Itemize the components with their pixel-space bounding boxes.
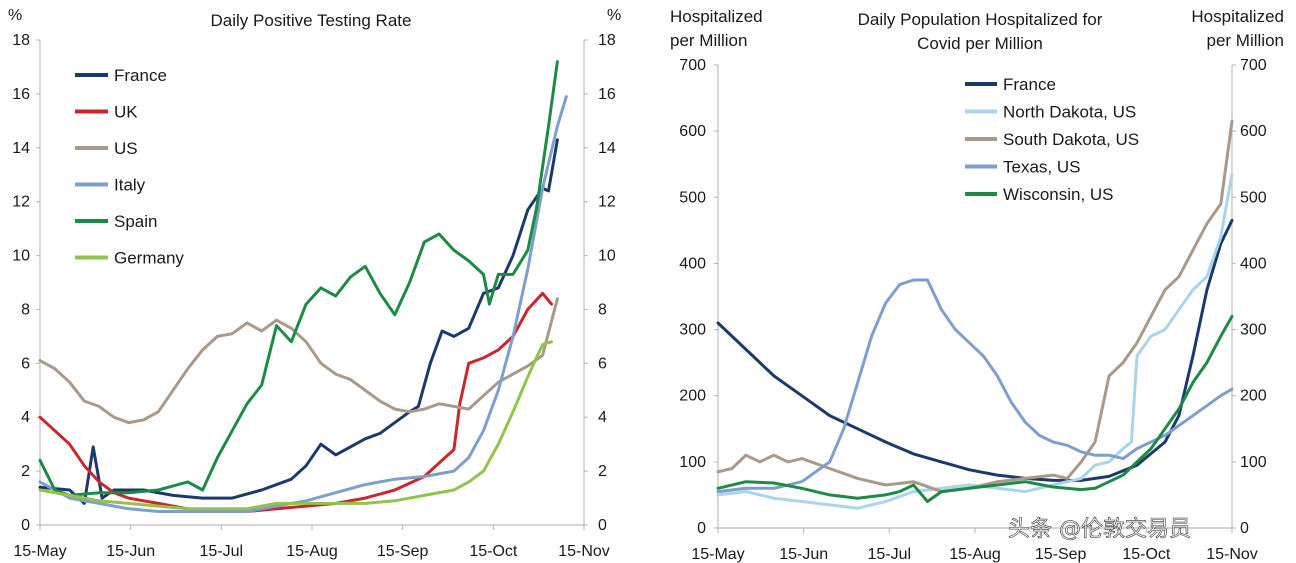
y-tick-label-left: 4 [21, 409, 30, 426]
x-tick-label: 15-Jul [868, 546, 912, 563]
y-tick-label-left: 2 [21, 463, 30, 480]
right-chart-ylabel-left-line1: Hospitalized [670, 7, 763, 26]
y-tick-label-right: 400 [1240, 255, 1267, 272]
series-line-wisconsin-us [716, 314, 1234, 503]
y-tick-label-right: 100 [1240, 454, 1267, 471]
series-line-italy [38, 95, 568, 513]
legend-label-germany: Germany [114, 249, 184, 268]
left-chart-ylabel-right: % [607, 7, 621, 24]
right-chart-ylabel-left-line2: per Million [670, 31, 747, 50]
x-tick-label: 15-Aug [286, 543, 338, 560]
legend-label-italy: Italy [114, 176, 146, 195]
y-tick-label-right: 4 [598, 409, 607, 426]
y-tick-label-right: 18 [598, 32, 616, 49]
y-tick-label-left: 16 [12, 86, 30, 103]
y-tick-label-right: 8 [598, 301, 607, 318]
y-tick-label-right: 6 [598, 355, 607, 372]
watermark-text: 头条 @伦敦交易员 [1008, 517, 1191, 542]
right-chart-title-line2: Covid per Million [917, 34, 1043, 53]
plot-layer: 0 0 2 2 4 4 6 6 8 8 10 10 12 12 14 14 16 16 18 18 15-May 15-J… [12, 32, 1267, 563]
y-tick-label-right: 300 [1240, 322, 1267, 339]
series-line-germany [38, 340, 553, 511]
series-line-us [38, 297, 559, 425]
x-tick-label: 15-Nov [1206, 546, 1258, 563]
y-tick-label-left: 18 [12, 32, 30, 49]
y-tick-label-right: 200 [1240, 388, 1267, 405]
legend-label-france: France [1003, 75, 1056, 94]
x-tick-label: 15-May [13, 543, 66, 560]
x-tick-label: 15-Jun [106, 543, 155, 560]
y-tick-label-right: 2 [598, 463, 607, 480]
series-line-france [38, 138, 559, 505]
legend-label-north-dakota-us: North Dakota, US [1003, 103, 1136, 122]
x-tick-label: 15-Jul [200, 543, 244, 560]
x-tick-label: 15-Nov [558, 543, 610, 560]
y-tick-label-right: 14 [598, 140, 616, 157]
y-tick-label-left: 8 [21, 301, 30, 318]
x-tick-label: 15-Oct [1122, 546, 1171, 563]
y-tick-label-right: 12 [598, 194, 616, 211]
y-tick-label-left: 200 [679, 388, 706, 405]
right-chart-title-line1: Daily Population Hospitalized for [858, 10, 1103, 29]
y-tick-label-left: 100 [679, 454, 706, 471]
y-tick-label-left: 600 [679, 123, 706, 140]
y-tick-label-right: 700 [1240, 57, 1267, 74]
y-tick-label-left: 400 [679, 255, 706, 272]
y-tick-label-right: 600 [1240, 123, 1267, 140]
legend-label-texas-us: Texas, US [1003, 158, 1080, 177]
y-tick-label-left: 0 [697, 520, 706, 537]
right-chart-ylabel-right-line2: per Million [1207, 31, 1284, 50]
series-line-texas-us [716, 278, 1234, 494]
legend-label-france: France [114, 66, 167, 85]
y-tick-label-right: 10 [598, 248, 616, 265]
x-tick-label: 15-Sep [377, 543, 429, 560]
y-tick-label-left: 10 [12, 248, 30, 265]
series-line-south-dakota-us [716, 119, 1234, 494]
series-line-france [716, 218, 1234, 482]
y-tick-label-left: 6 [21, 355, 30, 372]
x-tick-label: 15-Oct [469, 543, 518, 560]
y-tick-label-left: 14 [12, 140, 30, 157]
x-tick-label: 15-Aug [949, 546, 1001, 563]
y-tick-label-left: 0 [21, 517, 30, 534]
left-chart-ylabel-left: % [8, 7, 22, 24]
y-tick-label-right: 500 [1240, 189, 1267, 206]
series-line-north-dakota-us [716, 172, 1234, 510]
legend-label-wisconsin-us: Wisconsin, US [1003, 185, 1114, 204]
y-tick-label-left: 12 [12, 194, 30, 211]
y-tick-label-right: 16 [598, 86, 616, 103]
series-line-spain [38, 60, 559, 497]
y-tick-label-left: 300 [679, 322, 706, 339]
y-tick-label-left: 500 [679, 189, 706, 206]
left-chart-title: Daily Positive Testing Rate [211, 11, 412, 30]
x-tick-label: 15-Jun [779, 546, 828, 563]
legend-label-south-dakota-us: South Dakota, US [1003, 130, 1139, 149]
right-chart-ylabel-right-line1: Hospitalized [1191, 7, 1284, 26]
x-tick-label: 15-May [691, 546, 744, 563]
y-tick-label-left: 700 [679, 57, 706, 74]
y-tick-label-right: 0 [1240, 520, 1249, 537]
legend-label-us: US [114, 139, 138, 158]
y-tick-label-right: 0 [598, 517, 607, 534]
legend-label-uk: UK [114, 103, 138, 122]
legend-label-spain: Spain [114, 212, 157, 231]
x-tick-label: 15-Sep [1035, 546, 1087, 563]
